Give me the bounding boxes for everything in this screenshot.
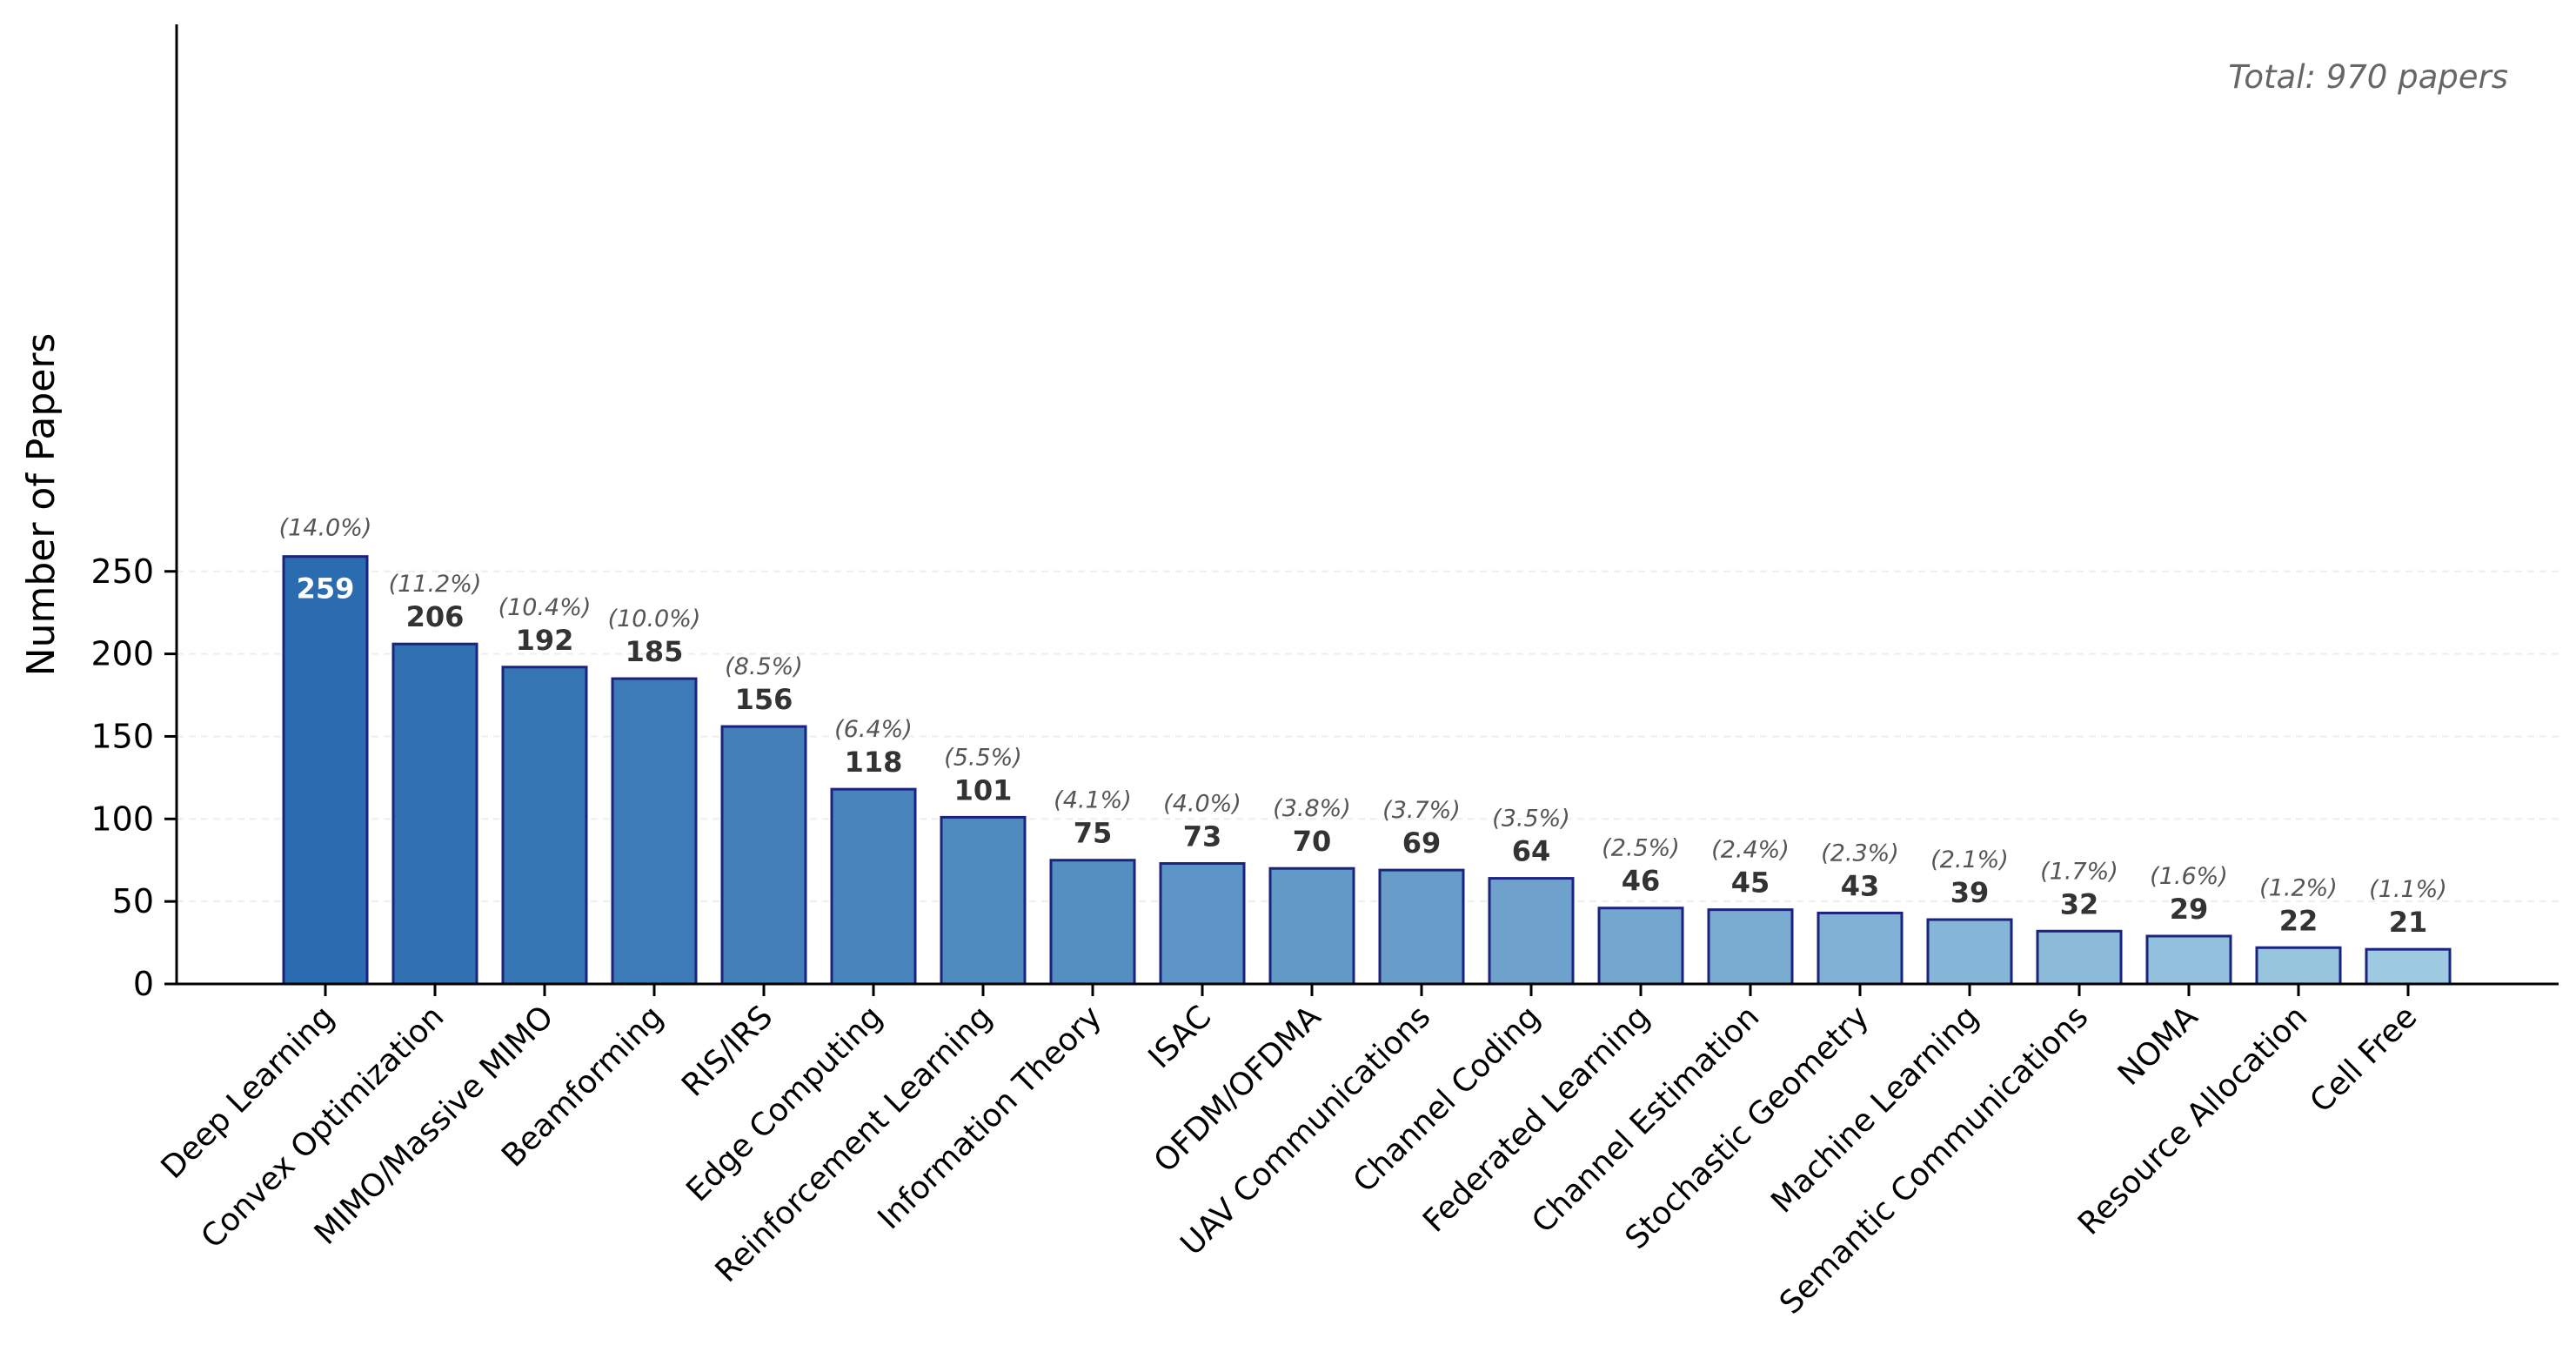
bar <box>1707 908 1794 986</box>
percent-label: (10.4%) <box>498 594 592 621</box>
x-tick-label: Information Theory <box>871 999 1108 1236</box>
x-tick-label: Edge Computing <box>679 999 889 1208</box>
bar <box>1049 859 1136 986</box>
y-tick-label: 0 <box>133 965 154 1003</box>
percent-label: (3.5%) <box>1492 806 1570 833</box>
percent-label: (1.6%) <box>2150 863 2228 890</box>
percent-label: (4.1%) <box>1054 787 1132 814</box>
x-tick-label: Machine Learning <box>1764 999 1985 1220</box>
bar <box>1926 918 2013 986</box>
value-label: 156 <box>735 683 793 716</box>
bar <box>391 642 478 986</box>
percent-label: (2.3%) <box>1821 840 1899 867</box>
bar <box>1488 877 1575 986</box>
percent-label: (14.0%) <box>279 515 372 542</box>
y-tick-label: 100 <box>90 800 154 838</box>
bar <box>1378 868 1465 986</box>
y-axis-title: Number of Papers <box>19 333 64 677</box>
value-label: 69 <box>1402 826 1442 860</box>
bar <box>2145 934 2232 986</box>
value-label: 43 <box>1841 869 1880 902</box>
percent-label: (8.5%) <box>725 653 803 680</box>
bar <box>1597 907 1684 986</box>
y-tick-label: 250 <box>90 552 154 591</box>
data-labels: 259 (14.0%) 206(11.2%) 192 (10.4%) 185 (10.0%)… <box>279 515 2447 939</box>
bar <box>2255 946 2342 986</box>
value-label: 22 <box>2279 904 2318 937</box>
x-tick-label: Channel Coding <box>1347 999 1547 1199</box>
total-annotation: Total: 970 papers <box>2228 58 2508 96</box>
percent-label: (1.1%) <box>2369 876 2447 903</box>
percent-label: (4.0%) <box>1163 791 1241 818</box>
bar <box>1268 867 1355 986</box>
percent-label: (5.5%) <box>944 744 1022 771</box>
x-tick-label: RIS/IRS <box>675 999 779 1103</box>
y-ticks: 0 50 100 150 200 250 <box>90 552 177 1003</box>
bar <box>940 815 1027 986</box>
x-tick-label: Cell Free <box>2304 999 2425 1120</box>
value-label: 21 <box>2389 906 2428 939</box>
percent-label: (1.7%) <box>2040 858 2118 885</box>
value-label: 73 <box>1183 820 1222 853</box>
bar <box>282 555 369 986</box>
percent-label: (2.5%) <box>1602 835 1680 862</box>
percent-label: (2.4%) <box>1711 837 1790 864</box>
bar <box>501 666 588 986</box>
y-tick-label: 200 <box>90 635 154 673</box>
percent-label: (6.4%) <box>834 716 913 743</box>
value-label: 118 <box>845 746 903 779</box>
bar <box>1159 862 1246 986</box>
value-label: 206 <box>406 600 465 633</box>
x-tick-label: NOMA <box>2111 999 2205 1093</box>
value-label: 259 <box>297 572 355 606</box>
percent-label: (3.8%) <box>1273 795 1351 822</box>
value-label: 32 <box>2060 887 2099 920</box>
value-label: 64 <box>1512 835 1551 868</box>
percent-label: (10.0%) <box>608 606 701 632</box>
value-label: 185 <box>626 635 684 668</box>
value-label: 29 <box>2170 893 2209 926</box>
bar <box>611 677 698 986</box>
bar <box>2365 947 2452 986</box>
x-tick-label: ISAC <box>1141 999 1218 1075</box>
bar <box>830 787 917 986</box>
y-tick-label: 150 <box>90 717 154 755</box>
value-label: 45 <box>1731 867 1770 900</box>
y-tick-label: 50 <box>112 882 154 920</box>
percent-label: (3.7%) <box>1382 797 1461 824</box>
bars <box>282 555 2452 986</box>
value-label: 192 <box>516 624 574 657</box>
bar <box>720 725 807 986</box>
percent-label: (2.1%) <box>1930 846 2009 873</box>
value-label: 39 <box>1950 876 1990 909</box>
value-label: 46 <box>1622 865 1661 898</box>
percent-label: (1.2%) <box>2259 874 2338 901</box>
axes <box>175 24 2559 986</box>
value-label: 70 <box>1293 825 1332 858</box>
bar <box>2036 929 2123 986</box>
value-label: 101 <box>954 773 1013 806</box>
bar <box>1817 911 1904 986</box>
percent-label: (11.2%) <box>389 571 482 598</box>
value-label: 75 <box>1074 817 1113 850</box>
